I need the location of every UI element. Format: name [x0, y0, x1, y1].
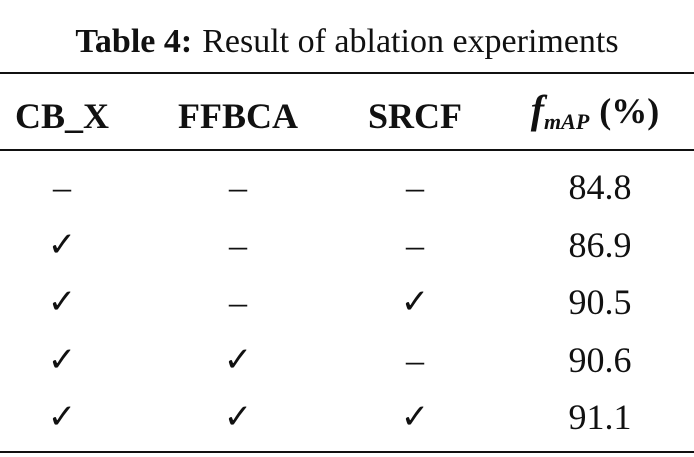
- value-cell: 90.5: [568, 282, 632, 322]
- marker-cell: ✓: [223, 397, 253, 437]
- table-caption: Table 4: Result of ablation experiments: [0, 22, 694, 62]
- marker-cell: –: [53, 167, 71, 207]
- marker-cell: ✓: [400, 397, 430, 437]
- marker-cell: ✓: [47, 282, 77, 322]
- marker-cell: ✓: [47, 397, 77, 437]
- header-subscript: mAP: [544, 109, 590, 134]
- header-cell: fmAP (%): [531, 90, 660, 142]
- marker-cell: –: [229, 224, 247, 265]
- caption-label: Table 4:: [75, 23, 193, 60]
- mid-rule: [0, 149, 694, 151]
- marker-cell: ✓: [400, 282, 430, 322]
- marker-cell: –: [229, 167, 247, 207]
- marker-cell: –: [406, 167, 424, 207]
- header-cell: CB_X: [14, 96, 110, 136]
- marker-cell: –: [406, 339, 424, 380]
- marker-cell: ✓: [223, 339, 253, 380]
- marker-cell: ✓: [47, 224, 77, 265]
- marker-cell: –: [406, 224, 424, 265]
- value-cell: 91.1: [568, 397, 632, 437]
- header-symbol: f: [530, 87, 545, 132]
- caption-text: Result of ablation experiments: [202, 23, 619, 60]
- header-cell: FFBCA: [178, 96, 298, 136]
- value-cell: 84.8: [568, 167, 632, 207]
- marker-cell: –: [229, 282, 247, 322]
- header-cell: SRCF: [367, 96, 463, 136]
- header-unit: (%): [599, 91, 660, 131]
- bottom-rule: [0, 451, 694, 453]
- marker-cell: ✓: [47, 339, 77, 380]
- top-rule: [0, 72, 694, 74]
- value-cell: 86.9: [568, 224, 632, 265]
- value-cell: 90.6: [568, 339, 632, 380]
